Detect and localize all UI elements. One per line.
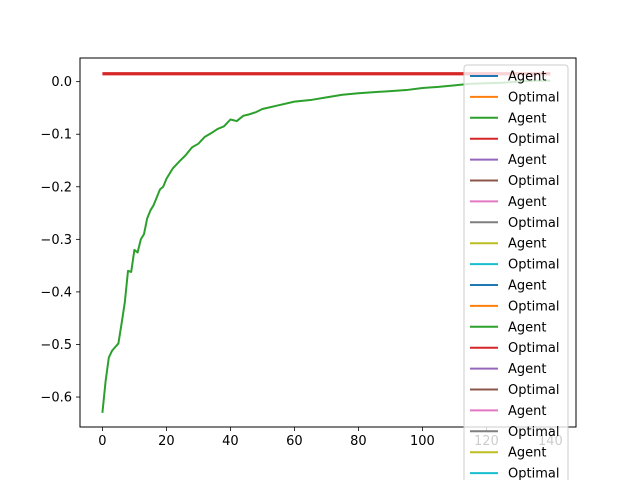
legend-label: Agent	[508, 111, 546, 126]
y-tick-label: −0.1	[40, 128, 72, 143]
legend-label: Optimal	[508, 299, 559, 314]
legend-label: Optimal	[508, 341, 559, 356]
legend: Agent Optimal Agent Optimal Agent Optimal Agen…	[463, 64, 569, 480]
legend-label: Agent	[508, 195, 546, 210]
legend-label: Agent	[508, 404, 546, 419]
series-line-agent	[101, 79, 551, 413]
x-tick-label: 80	[350, 434, 367, 449]
y-tick-label: −0.6	[40, 391, 72, 406]
x-tick-label: 100	[410, 434, 435, 449]
legend-label: Optimal	[508, 258, 559, 273]
x-tick-label: 20	[158, 434, 175, 449]
legend-label: Agent	[508, 362, 546, 377]
y-tick-label: −0.3	[40, 233, 72, 248]
y-tick-label: −0.2	[40, 180, 72, 195]
plot-frame	[79, 57, 577, 428]
y-tick-label: −0.5	[40, 338, 72, 353]
legend-label: Optimal	[508, 383, 559, 398]
legend-label: Agent	[508, 320, 546, 335]
legend-label: Agent	[508, 237, 546, 252]
legend-label: Optimal	[508, 90, 559, 105]
legend-label: Optimal	[508, 467, 559, 480]
x-tick-label: 0	[98, 434, 106, 449]
y-tick-label: −0.4	[40, 285, 72, 300]
y-tick-label: 0.0	[51, 75, 72, 90]
x-tick-label: 60	[286, 434, 303, 449]
y-axis: 0.0 −0.1 −0.2 −0.3 −0.4 −0.5 −0.6	[40, 75, 80, 406]
x-tick-label: 40	[222, 434, 239, 449]
legend-label: Agent	[508, 279, 546, 294]
legend-label: Agent	[508, 446, 546, 461]
legend-box	[463, 64, 569, 480]
legend-label: Optimal	[508, 132, 559, 147]
legend-label: Agent	[508, 70, 546, 85]
legend-label: Agent	[508, 153, 546, 168]
legend-label: Optimal	[508, 425, 559, 440]
legend-label: Optimal	[508, 174, 559, 189]
legend-label: Optimal	[508, 216, 559, 231]
